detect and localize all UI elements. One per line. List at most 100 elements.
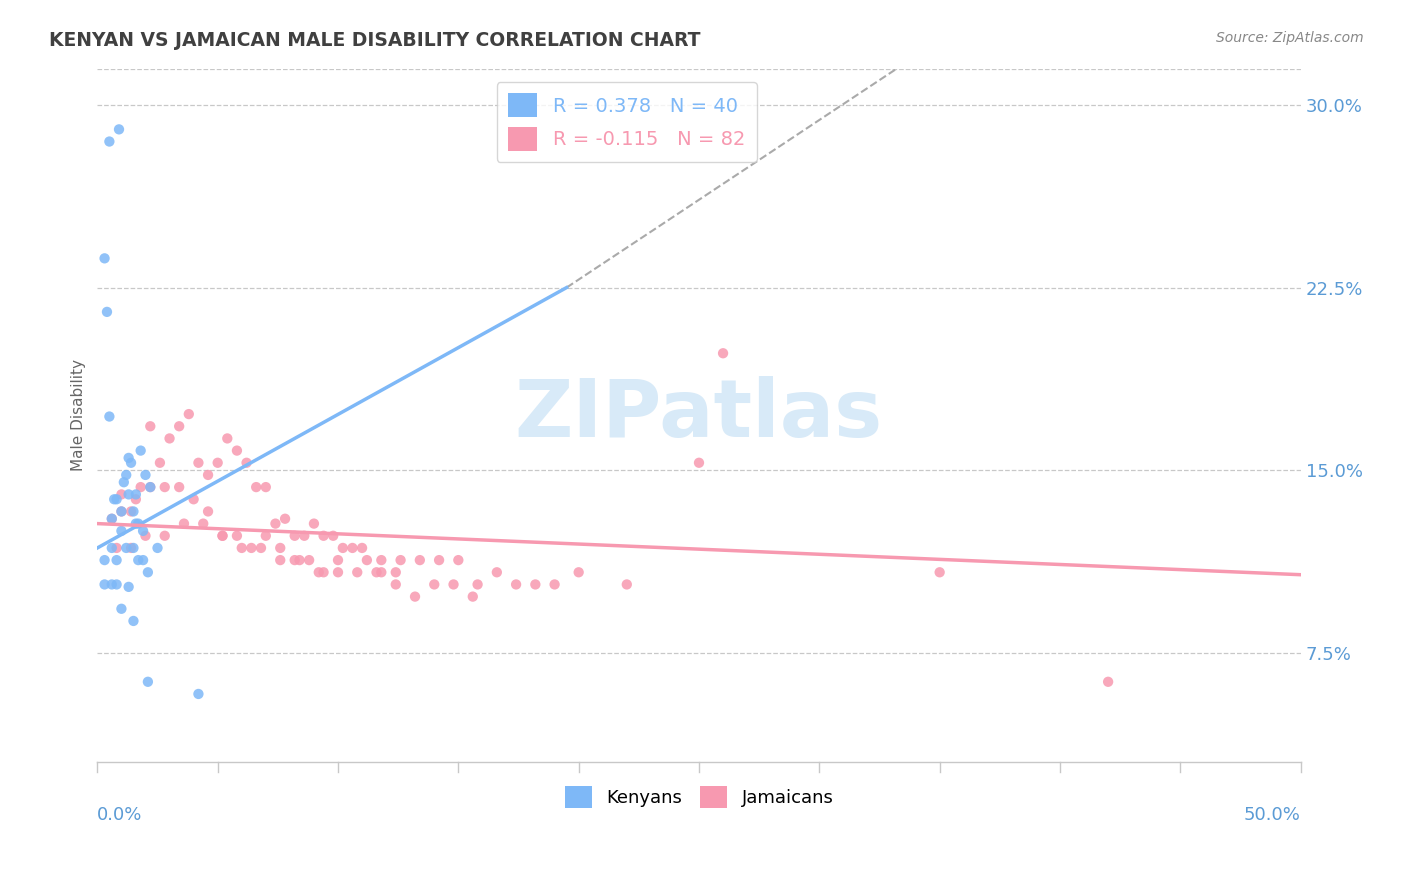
Point [193, 516, 215, 531]
Point [117, 450, 139, 465]
Point [93, 577, 115, 591]
Point [127, 516, 149, 531]
Point [108, 122, 131, 136]
Text: 0.0%: 0.0% [97, 805, 143, 824]
Point [177, 407, 200, 421]
Point [101, 512, 124, 526]
Point [112, 475, 135, 490]
Point [226, 529, 249, 543]
Point [105, 577, 128, 591]
Point [120, 456, 142, 470]
Point [235, 456, 257, 470]
Point [427, 553, 450, 567]
Point [284, 553, 307, 567]
Point [146, 541, 169, 555]
Point [122, 541, 145, 555]
Point [110, 504, 132, 518]
Point [211, 529, 233, 543]
Point [447, 553, 470, 567]
Point [616, 577, 638, 591]
Point [384, 577, 406, 591]
Point [264, 516, 287, 531]
Point [389, 553, 412, 567]
Point [352, 541, 374, 555]
Point [139, 480, 162, 494]
Point [254, 529, 277, 543]
Y-axis label: Male Disability: Male Disability [72, 359, 86, 471]
Point [132, 524, 155, 538]
Point [245, 480, 267, 494]
Point [308, 566, 330, 580]
Point [101, 541, 124, 555]
Point [366, 566, 388, 580]
Point [98, 135, 121, 149]
Point [153, 529, 176, 543]
Point [240, 541, 263, 555]
Point [404, 590, 426, 604]
Point [173, 516, 195, 531]
Point [312, 566, 335, 580]
Point [326, 566, 349, 580]
Point [103, 492, 125, 507]
Point [117, 487, 139, 501]
Point [110, 487, 132, 501]
Point [167, 480, 190, 494]
Point [187, 687, 209, 701]
Point [98, 409, 121, 424]
Point [207, 456, 229, 470]
Point [711, 346, 734, 360]
Point [105, 541, 128, 555]
Point [250, 541, 273, 555]
Point [370, 553, 392, 567]
Point [461, 590, 484, 604]
Point [217, 432, 239, 446]
Point [384, 566, 406, 580]
Point [332, 541, 354, 555]
Point [183, 492, 205, 507]
Point [326, 553, 349, 567]
Point [129, 480, 152, 494]
Point [125, 492, 148, 507]
Point [302, 516, 325, 531]
Point [101, 512, 124, 526]
Point [197, 504, 219, 518]
Text: KENYAN VS JAMAICAN MALE DISABILITY CORRELATION CHART: KENYAN VS JAMAICAN MALE DISABILITY CORRE… [49, 31, 700, 50]
Point [254, 480, 277, 494]
Point [543, 577, 565, 591]
Point [269, 553, 291, 567]
Point [110, 601, 132, 615]
Point [346, 566, 368, 580]
Point [122, 504, 145, 518]
Point [134, 467, 156, 482]
Point [211, 529, 233, 543]
Point [115, 541, 138, 555]
Point [132, 553, 155, 567]
Point [928, 566, 950, 580]
Point [288, 553, 311, 567]
Point [312, 529, 335, 543]
Point [342, 541, 364, 555]
Legend: Kenyans, Jamaicans: Kenyans, Jamaicans [557, 779, 841, 815]
Point [284, 529, 307, 543]
Point [105, 492, 128, 507]
Point [231, 541, 253, 555]
Text: ZIPatlas: ZIPatlas [515, 376, 883, 454]
Point [127, 553, 149, 567]
Point [197, 467, 219, 482]
Point [688, 456, 710, 470]
Point [187, 456, 209, 470]
Point [120, 541, 142, 555]
Point [122, 614, 145, 628]
Point [93, 252, 115, 266]
Point [274, 512, 297, 526]
Point [149, 456, 172, 470]
Point [423, 577, 446, 591]
Text: 50.0%: 50.0% [1244, 805, 1301, 824]
Text: Source: ZipAtlas.com: Source: ZipAtlas.com [1216, 31, 1364, 45]
Point [226, 443, 249, 458]
Point [292, 529, 315, 543]
Point [136, 566, 159, 580]
Point [524, 577, 547, 591]
Point [269, 541, 291, 555]
Point [153, 480, 176, 494]
